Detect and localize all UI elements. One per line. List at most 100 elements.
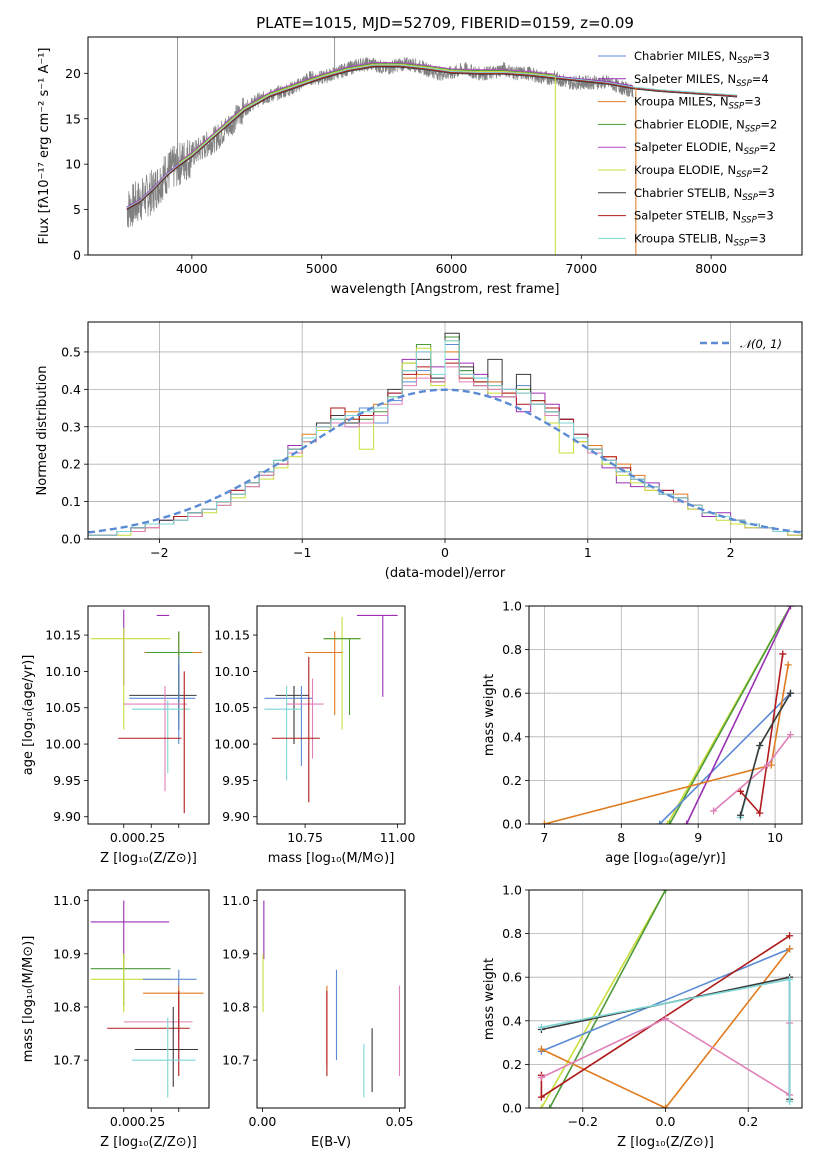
model-spectrum-6 (126, 66, 738, 210)
y-tick-label: 0.0 (502, 817, 522, 832)
model-spectrum-8 (126, 64, 738, 209)
weight-marker (710, 807, 718, 815)
chart-z_vs_mass: 0.00 0.25 10.7 10.8 10.9 11.0 Z [log₁₀(Z/Z⊙)] m… (21, 889, 210, 1150)
y-tick-label: 0.4 (502, 1013, 522, 1028)
model-spectrum-7 (126, 65, 738, 210)
chart-title: PLATE=1015, MJD=52709, FIBERID=0159, z=0… (256, 14, 634, 32)
error-cross (323, 616, 361, 730)
y-tick-label: 10.7 (222, 1053, 250, 1068)
weight-marker (537, 1045, 545, 1053)
legend-text-base: Kroupa STELIB, N (634, 231, 734, 245)
legend-text-tail: =2 (760, 117, 777, 131)
legend-text-base: Salpeter STELIB, N (634, 209, 741, 223)
x-tick-label: 0.25 (137, 1114, 165, 1129)
legend-text-tail: =3 (757, 209, 774, 223)
model-spectrum-4 (178, 61, 556, 162)
x-tick-label: 0.00 (110, 1114, 138, 1129)
error-cross (123, 1006, 193, 1061)
weight-marker (784, 661, 792, 669)
legend-entry: Chabrier MILES, NSSP=3 (634, 49, 770, 66)
y-tick-label: 11.0 (222, 893, 250, 908)
legend-entry: Chabrier ELODIE, NSSP=2 (634, 117, 777, 134)
plot-frame (87, 605, 210, 825)
plot-area (126, 37, 738, 255)
error-cross (275, 685, 309, 745)
error-cross (90, 953, 171, 1007)
legend-text-base: Kroupa ELODIE, N (634, 163, 736, 177)
weight-line-1 (669, 606, 792, 824)
chart-spectrum: 4000 5000 6000 7000 8000 0 5 10 15 20 wavelength [… (37, 14, 803, 297)
y-tick-label: 0.2 (502, 1057, 522, 1072)
weight-marker (786, 1097, 794, 1105)
plot-frame (256, 889, 406, 1109)
y-tick-label: 10.05 (214, 700, 250, 715)
y-tick-label: 0 (73, 248, 81, 263)
y-tick-label: 10.8 (222, 999, 250, 1014)
weight-marker (756, 809, 764, 817)
plot-area (264, 614, 398, 803)
legend-text-base: Kroupa MILES, N (634, 95, 729, 109)
y-tick-label: 9.90 (53, 809, 81, 824)
y-tick-label: 10.9 (53, 946, 81, 961)
y-axis-label: Normed distribution (35, 366, 50, 496)
x-tick-label: 10.75 (287, 830, 323, 845)
legend-entry: Kroupa MILES, NSSP=3 (634, 95, 761, 112)
legend-text-tail: =3 (749, 231, 766, 245)
x-tick-label: 0.00 (249, 1114, 277, 1129)
x-tick-label: 0.05 (386, 1114, 414, 1129)
model-spectrum-1 (126, 63, 634, 208)
y-tick-label: 5 (73, 202, 81, 217)
plot-area (90, 900, 204, 1098)
y-tick-label: 10.8 (53, 999, 81, 1014)
weight-marker (763, 761, 771, 769)
x-tick-label: −2 (150, 545, 168, 560)
legend-entry: Chabrier STELIB, NSSP=3 (634, 186, 775, 203)
legend-text-tail: =3 (744, 95, 761, 109)
x-axis-label: wavelength [Angstrom, rest frame] (331, 282, 560, 297)
chart-z_vs_age: 0.00 0.25 9.90 9.95 10.00 10.05 10.10 10.15 Z [l… (21, 605, 210, 866)
weight-line-1 (548, 890, 667, 1108)
x-axis-label: age [log₁₀(age/yr)] (605, 851, 726, 866)
y-tick-label: 0.3 (61, 419, 81, 434)
y-tick-label: 10.15 (214, 628, 250, 643)
weight-marker (546, 1104, 554, 1108)
legend-text-base: Salpeter MILES, N (634, 72, 736, 86)
weight-marker (537, 1093, 545, 1101)
weight-marker (779, 650, 787, 658)
legend-text-tail: =4 (752, 72, 769, 86)
y-tick-label: 0.0 (502, 1101, 522, 1116)
legend-text-tail: =3 (758, 186, 775, 200)
legend-text-tail: =2 (759, 140, 776, 154)
legend-text-sub: SSP (745, 124, 761, 134)
x-tick-label: 0.0 (656, 1114, 676, 1129)
y-tick-label: 0.8 (502, 926, 522, 941)
y-tick-label: 0.5 (61, 344, 81, 359)
legend-text-sub: SSP (742, 193, 758, 203)
chart-z_vs_massweight: −0.2 0.0 0.2 0.0 0.2 0.4 0.6 0.8 1.0 Z [log₁₀(Z/Z… (482, 883, 803, 1150)
legend-text-sub: SSP (729, 102, 745, 112)
error-cross (90, 900, 170, 960)
y-axis-label: age [log₁₀(age/yr)] (21, 655, 36, 776)
y-tick-label: 15 (65, 111, 81, 126)
weight-line-2 (659, 692, 792, 824)
weight-line-0 (540, 890, 667, 1108)
y-tick-label: 10 (65, 157, 81, 172)
y-tick-label: 0.0 (61, 532, 81, 547)
error-cross (144, 631, 203, 708)
chart-age_vs_massweight: 7 8 9 10 0.0 0.2 0.4 0.6 0.8 1.0 age [log₁₀(age/yr… (482, 599, 803, 866)
x-tick-label: 2 (727, 545, 735, 560)
error-cross (132, 700, 190, 774)
y-tick-label: 10.00 (214, 737, 250, 752)
plot-frame (87, 889, 210, 1109)
y-tick-label: 10.10 (45, 664, 81, 679)
y-tick-label: 1.0 (502, 599, 522, 614)
x-tick-label: 7 (540, 830, 548, 845)
plot-area (262, 900, 401, 1098)
x-tick-label: 8 (617, 830, 625, 845)
weight-marker (786, 932, 794, 940)
weight-marker (786, 945, 794, 953)
plot-frame (256, 605, 406, 825)
error-cross (90, 953, 171, 1013)
error-cross (90, 627, 171, 730)
y-tick-label: 0.6 (502, 686, 522, 701)
